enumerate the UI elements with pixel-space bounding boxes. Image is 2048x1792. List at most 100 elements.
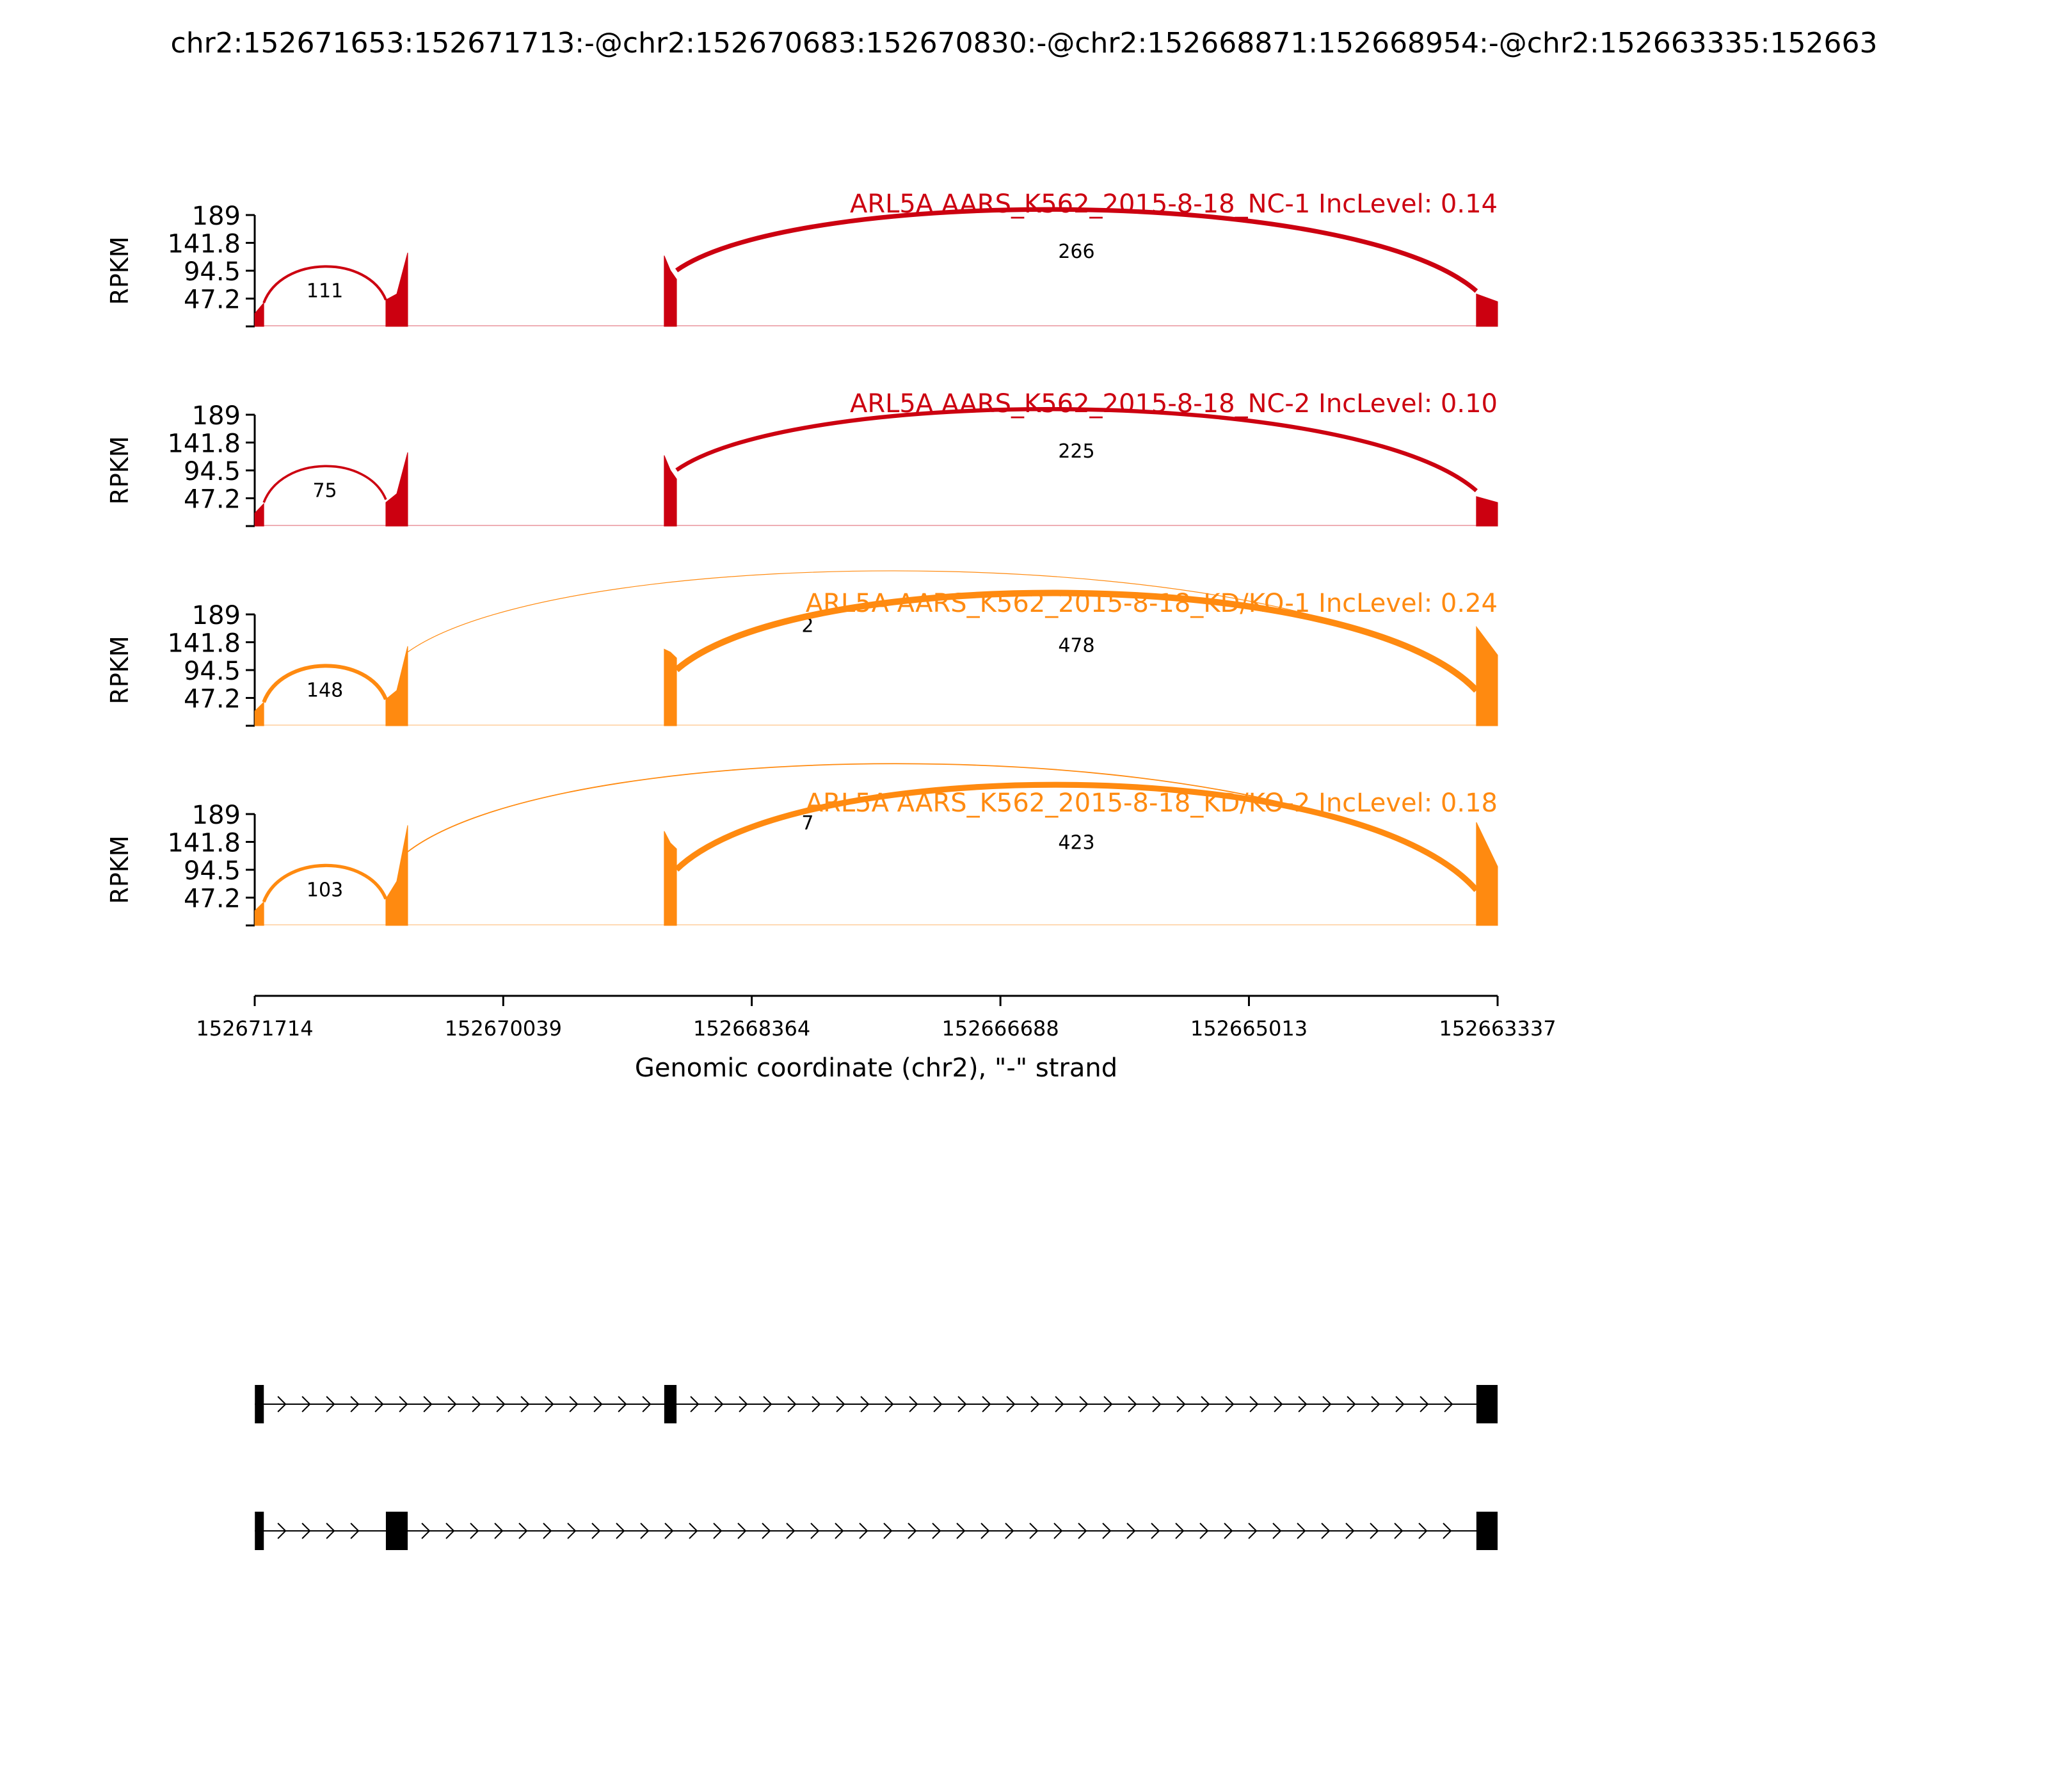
y-axis-label: RPKM — [106, 236, 134, 305]
strand-arrow — [301, 1396, 311, 1412]
strand-arrow — [762, 1523, 771, 1539]
strand-arrow — [1347, 1396, 1356, 1412]
y-tick-label: 94.5 — [184, 657, 241, 686]
strand-arrow — [860, 1396, 870, 1412]
strand-arrow — [1005, 1523, 1014, 1539]
strand-arrow — [1297, 1523, 1306, 1539]
junction-count-label: 423 — [1058, 831, 1094, 854]
strand-arrow — [883, 1523, 893, 1539]
junction-count-label: 7 — [801, 812, 813, 835]
exon-block — [664, 1385, 677, 1423]
strand-arrow — [909, 1396, 918, 1412]
y-axis-label: RPKM — [106, 636, 134, 704]
junction-count-label: 225 — [1058, 440, 1094, 463]
strand-arrow — [836, 1396, 845, 1412]
strand-arrow — [908, 1523, 917, 1539]
strand-arrow — [1053, 1523, 1063, 1539]
strand-arrow — [1345, 1523, 1355, 1539]
junction-count-bg — [299, 479, 351, 504]
strand-arrow — [1128, 1396, 1137, 1412]
strand-arrow — [1225, 1396, 1235, 1412]
strand-arrow — [1126, 1523, 1136, 1539]
strand-arrow — [374, 1396, 384, 1412]
x-tick-label: 152663337 — [1439, 1016, 1556, 1041]
strand-arrow — [1055, 1396, 1064, 1412]
strand-arrow — [326, 1523, 335, 1539]
strand-arrow — [1394, 1523, 1404, 1539]
strand-arrow — [786, 1523, 796, 1539]
strand-arrow — [520, 1396, 530, 1412]
strand-arrow — [1370, 1523, 1379, 1539]
strand-arrow — [689, 1523, 698, 1539]
strand-arrow — [593, 1396, 603, 1412]
strand-arrow — [1175, 1523, 1185, 1539]
strand-arrow — [763, 1396, 772, 1412]
exon-coverage-4 — [1476, 822, 1498, 926]
track-title: ARL5A AARS_K562_2015-8-18_KD/KO-2 IncLev… — [806, 788, 1498, 818]
exon-coverage-3 — [664, 255, 677, 327]
strand-arrow — [1151, 1523, 1160, 1539]
y-tick-label: 94.5 — [184, 257, 241, 287]
strand-arrow — [518, 1523, 528, 1539]
exon-coverage-3 — [664, 455, 677, 527]
y-tick-label: 189 — [192, 401, 241, 431]
exon-coverage-2 — [385, 646, 408, 726]
y-tick-label: 189 — [192, 601, 241, 630]
strand-arrow — [1272, 1523, 1282, 1539]
strand-arrow — [350, 1523, 360, 1539]
strand-arrow — [421, 1523, 431, 1539]
exon-block — [1476, 1512, 1498, 1550]
strand-arrow — [714, 1396, 724, 1412]
strand-arrow — [399, 1396, 408, 1412]
strand-arrow — [1443, 1523, 1452, 1539]
strand-arrow — [1395, 1396, 1405, 1412]
strand-arrow — [640, 1523, 650, 1539]
track-title: ARL5A AARS_K562_2015-8-18_KD/KO-1 IncLev… — [806, 589, 1498, 618]
strand-arrow — [618, 1396, 627, 1412]
x-tick-label: 152668364 — [693, 1016, 810, 1041]
strand-arrow — [1248, 1523, 1258, 1539]
junction-arc — [262, 664, 388, 703]
strand-arrow — [350, 1396, 360, 1412]
strand-arrow — [470, 1523, 479, 1539]
strand-arrow — [664, 1523, 674, 1539]
strand-arrow — [1029, 1523, 1039, 1539]
strand-arrow — [787, 1396, 797, 1412]
junction-count-bg — [299, 878, 351, 903]
strand-arrow — [810, 1523, 820, 1539]
strand-arrow — [737, 1523, 747, 1539]
strand-arrow — [1030, 1396, 1040, 1412]
y-tick-label: 189 — [192, 202, 241, 231]
junction-count-bg — [1050, 439, 1102, 464]
junction-count-label: 103 — [307, 879, 343, 902]
junction-arc — [674, 589, 1479, 693]
exon-block — [1476, 1385, 1498, 1423]
strand-arrow — [591, 1523, 601, 1539]
strand-arrow — [277, 1396, 287, 1412]
x-tick-label: 152666688 — [942, 1016, 1059, 1041]
exon-coverage-4 — [1476, 496, 1498, 527]
strand-arrow — [980, 1523, 990, 1539]
strand-arrow — [713, 1523, 723, 1539]
junction-count-label: 111 — [307, 280, 343, 303]
strand-arrow — [1420, 1396, 1429, 1412]
strand-arrow — [739, 1396, 748, 1412]
strand-arrow — [1078, 1523, 1087, 1539]
exon-coverage-3 — [664, 648, 677, 726]
junction-count-bg — [1050, 239, 1102, 264]
exon-coverage-1 — [254, 900, 264, 926]
x-tick-label: 152671714 — [196, 1016, 313, 1041]
strand-arrow — [423, 1396, 433, 1412]
strand-arrow — [545, 1396, 554, 1412]
junction-count-label: 266 — [1058, 241, 1094, 263]
track-title: ARL5A AARS_K562_2015-8-18_NC-1 IncLevel:… — [850, 189, 1498, 219]
y-tick-label: 47.2 — [184, 884, 241, 914]
strand-arrow — [1224, 1523, 1233, 1539]
strand-arrow — [569, 1396, 579, 1412]
exon-coverage-4 — [1476, 293, 1498, 327]
